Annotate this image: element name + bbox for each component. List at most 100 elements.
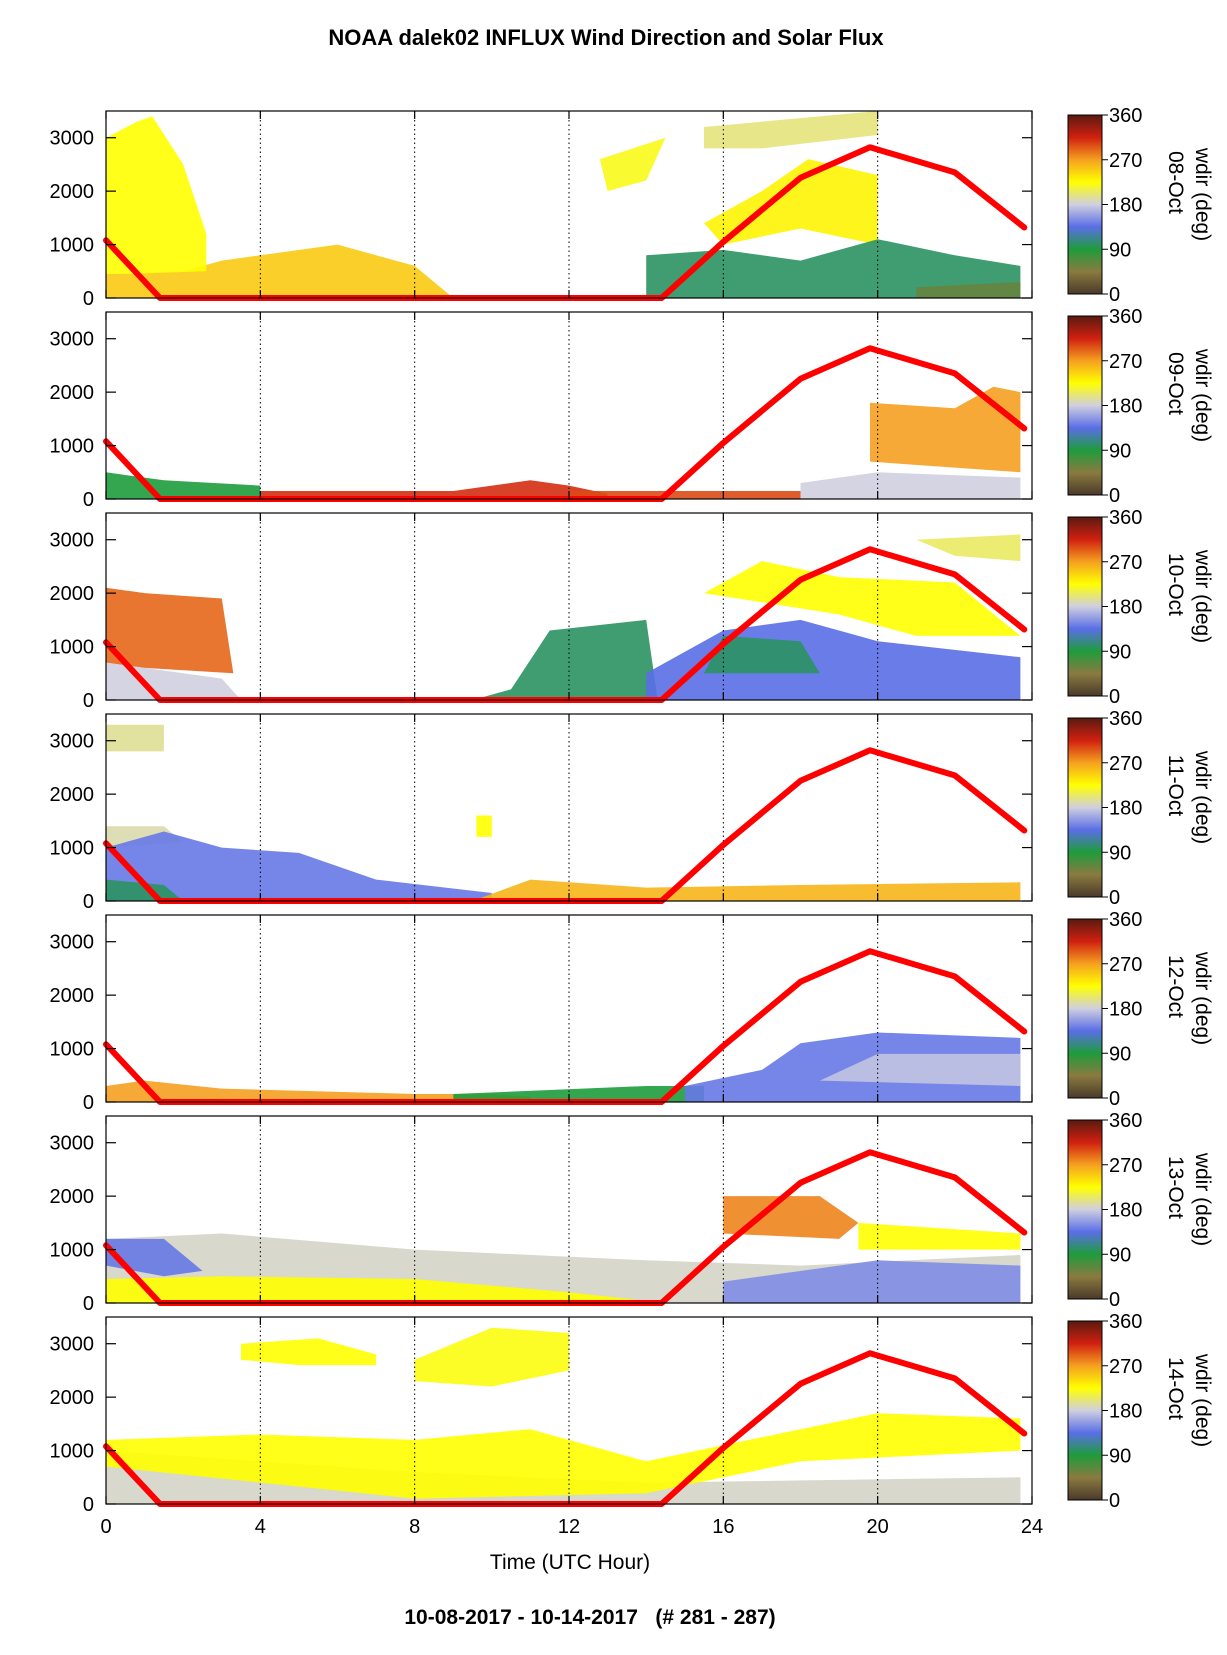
y-tick-label: 3000 bbox=[50, 1133, 95, 1155]
wind-layer-11-Oct-2 bbox=[106, 831, 492, 901]
colorbar-tick-label: 90 bbox=[1109, 842, 1131, 864]
wind-layer-13-Oct-2 bbox=[106, 1276, 666, 1303]
panel-date-label: 09-Oct bbox=[1164, 352, 1187, 415]
colorbar-label: wdir (deg) bbox=[1191, 951, 1214, 1045]
colorbar-tick-label: 180 bbox=[1109, 195, 1142, 217]
y-tick-label: 3000 bbox=[50, 128, 95, 150]
x-tick-label: 0 bbox=[100, 1516, 111, 1538]
colorbar-14-Oct bbox=[1067, 1320, 1103, 1501]
colorbar-09-Oct bbox=[1067, 315, 1103, 496]
panel-10-Oct: 0 1000 2000 3000 0 90 180 270 360 wdir (deg)10-Oc… bbox=[50, 507, 1215, 712]
wind-layer-09-Oct-3 bbox=[800, 472, 1021, 499]
colorbar-tick-label: 270 bbox=[1109, 552, 1142, 574]
colorbar-12-Oct bbox=[1067, 918, 1103, 1099]
y-tick-label: 0 bbox=[83, 489, 94, 511]
y-tick-label: 1000 bbox=[50, 1039, 95, 1061]
panel-date-label: 10-Oct bbox=[1164, 553, 1187, 616]
y-tick-label: 0 bbox=[83, 288, 94, 310]
y-tick-label: 3000 bbox=[50, 731, 95, 753]
y-tick-label: 2000 bbox=[50, 181, 95, 203]
colorbar-label: wdir (deg) bbox=[1191, 1152, 1214, 1246]
colorbar-tick-label: 180 bbox=[1109, 999, 1142, 1021]
colorbar-13-Oct bbox=[1067, 1119, 1103, 1300]
colorbar-tick-label: 270 bbox=[1109, 954, 1142, 976]
x-tick-label: 24 bbox=[1021, 1516, 1043, 1538]
y-tick-label: 3000 bbox=[50, 1334, 95, 1356]
colorbar-11-Oct bbox=[1067, 717, 1103, 898]
wind-layer-11-Oct-4 bbox=[472, 879, 1021, 901]
colorbar-tick-label: 90 bbox=[1109, 1244, 1131, 1266]
wind-layer-11-Oct-0 bbox=[106, 724, 164, 752]
wind-layer-08-Oct-4 bbox=[704, 111, 878, 149]
x-axis-label: Time (UTC Hour) bbox=[490, 1551, 650, 1574]
colorbar-tick-label: 0 bbox=[1109, 887, 1120, 909]
x-tick-label: 4 bbox=[255, 1516, 266, 1538]
wind-layer-09-Oct-1 bbox=[260, 480, 608, 499]
wind-layer-10-Oct-0 bbox=[106, 587, 234, 674]
colorbar-tick-label: 360 bbox=[1109, 708, 1142, 730]
colorbar-08-Oct bbox=[1067, 114, 1103, 295]
panel-14-Oct: 0 1000 2000 3000 0 90 180 270 360 wdir (deg)14-Oc… bbox=[50, 1311, 1215, 1538]
colorbar-tick-label: 0 bbox=[1109, 1289, 1120, 1311]
colorbar-tick-label: 360 bbox=[1109, 909, 1142, 931]
colorbar-label: wdir (deg) bbox=[1191, 1353, 1214, 1447]
colorbar-tick-label: 0 bbox=[1109, 686, 1120, 708]
colorbar-tick-label: 180 bbox=[1109, 1401, 1142, 1423]
y-tick-label: 3000 bbox=[50, 932, 95, 954]
y-tick-label: 1000 bbox=[50, 1441, 95, 1463]
wind-layer-14-Oct-3 bbox=[414, 1327, 569, 1387]
x-tick-label: 20 bbox=[867, 1516, 889, 1538]
x-tick-label: 8 bbox=[409, 1516, 420, 1538]
y-tick-label: 1000 bbox=[50, 235, 95, 257]
wind-layer-09-Oct-0 bbox=[106, 472, 261, 499]
wind-layer-13-Oct-4 bbox=[858, 1222, 1021, 1250]
colorbar-tick-label: 270 bbox=[1109, 351, 1142, 373]
colorbar-tick-label: 0 bbox=[1109, 284, 1120, 306]
wind-layer-12-Oct-0 bbox=[106, 1080, 531, 1102]
y-tick-label: 2000 bbox=[50, 1186, 95, 1208]
panel-11-Oct: 0 1000 2000 3000 0 90 180 270 360 wdir (deg)11-Oc… bbox=[50, 708, 1215, 913]
y-tick-label: 1000 bbox=[50, 436, 95, 458]
colorbar-label: wdir (deg) bbox=[1191, 147, 1214, 241]
x-tick-label: 16 bbox=[712, 1516, 734, 1538]
y-tick-label: 1000 bbox=[50, 838, 95, 860]
y-tick-label: 2000 bbox=[50, 1387, 95, 1409]
colorbar-tick-label: 180 bbox=[1109, 396, 1142, 418]
wind-layer-10-Oct-4 bbox=[704, 635, 820, 674]
panel-12-Oct: 0 1000 2000 3000 0 90 180 270 360 wdir (deg)12-Oc… bbox=[50, 909, 1215, 1114]
colorbar-tick-label: 180 bbox=[1109, 1200, 1142, 1222]
wind-layer-13-Oct-3 bbox=[723, 1196, 859, 1239]
wind-layer-11-Oct-5 bbox=[476, 815, 492, 837]
wind-layer-08-Oct-3 bbox=[704, 159, 878, 245]
wind-layer-08-Oct-0 bbox=[106, 244, 454, 298]
colorbar-10-Oct bbox=[1067, 516, 1103, 697]
colorbar-label: wdir (deg) bbox=[1191, 549, 1214, 643]
y-tick-label: 0 bbox=[83, 891, 94, 913]
colorbar-label: wdir (deg) bbox=[1191, 348, 1214, 442]
colorbar-tick-label: 360 bbox=[1109, 1110, 1142, 1132]
colorbar-tick-label: 90 bbox=[1109, 641, 1131, 663]
y-tick-label: 3000 bbox=[50, 530, 95, 552]
y-tick-label: 1000 bbox=[50, 1240, 95, 1262]
y-tick-label: 0 bbox=[83, 1293, 94, 1315]
colorbar-tick-label: 270 bbox=[1109, 1356, 1142, 1378]
x-tick-label: 12 bbox=[558, 1516, 580, 1538]
y-tick-label: 0 bbox=[83, 690, 94, 712]
wind-layer-08-Oct-2 bbox=[599, 137, 666, 192]
chart-title: NOAA dalek02 INFLUX Wind Direction and S… bbox=[328, 25, 884, 50]
y-tick-label: 2000 bbox=[50, 985, 95, 1007]
wind-layer-10-Oct-2 bbox=[472, 619, 658, 700]
wind-layer-12-Oct-3 bbox=[819, 1053, 1021, 1086]
panel-date-label: 08-Oct bbox=[1164, 151, 1187, 214]
wind-layer-09-Oct-4 bbox=[870, 386, 1021, 473]
wind-layer-10-Oct-1 bbox=[106, 662, 241, 700]
y-tick-label: 0 bbox=[83, 1494, 94, 1516]
colorbar-tick-label: 360 bbox=[1109, 507, 1142, 529]
colorbar-tick-label: 90 bbox=[1109, 440, 1131, 462]
colorbar-tick-label: 0 bbox=[1109, 1088, 1120, 1110]
y-tick-label: 2000 bbox=[50, 382, 95, 404]
wind-layer-12-Oct-1 bbox=[453, 1086, 704, 1102]
colorbar-tick-label: 180 bbox=[1109, 597, 1142, 619]
colorbar-tick-label: 270 bbox=[1109, 150, 1142, 172]
